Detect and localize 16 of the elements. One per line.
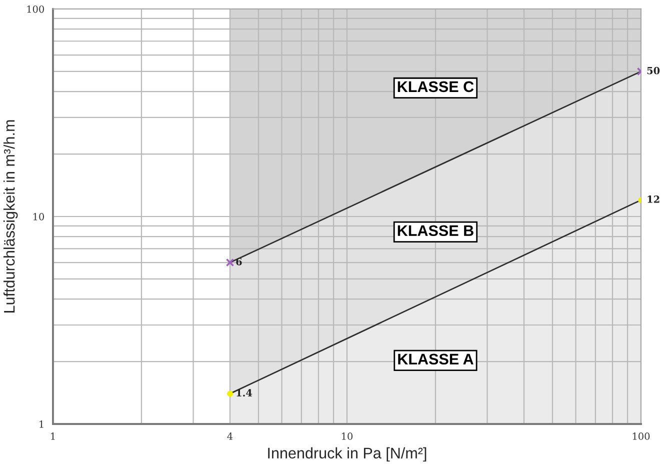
x-tick-label: 10 [342,432,353,440]
x-tick-label: 4 [227,432,233,440]
data-label: 12 [648,196,660,203]
annotation: KLASSE A [398,354,474,365]
annotation: KLASSE C [398,81,474,92]
y-axis-title: Luftdurchlässigkeit in m³/h.m [4,120,18,312]
x-tick-label: 1 [51,432,55,440]
data-label: 50 [647,66,660,74]
y-tick-label: 100 [27,5,44,13]
data-label: 6 [236,258,242,266]
x-tick-label: 100 [632,432,650,440]
data-label: 1.4 [236,389,252,397]
y-tick-label: 1 [40,420,44,428]
annotation: KLASSE B [398,225,474,236]
y-tick-label: 10 [33,212,44,220]
x-axis-title: Innendruck in Pa [N/m²] [268,447,426,462]
